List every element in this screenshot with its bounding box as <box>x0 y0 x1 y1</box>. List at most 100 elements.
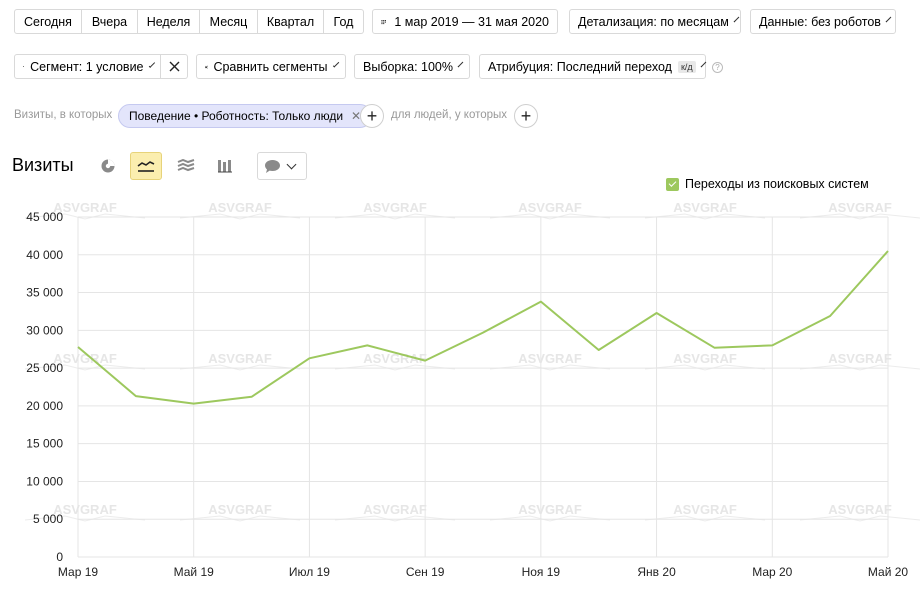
chevron-down-icon <box>700 61 706 68</box>
watermark-swoosh <box>24 515 146 522</box>
compare-segments-label: Сравнить сегменты <box>213 59 328 74</box>
x-tick-label: Мар 19 <box>58 565 98 579</box>
watermark-text: ASVGRAF <box>518 351 582 366</box>
y-tick-label: 5 000 <box>33 512 63 526</box>
compare-segments-dropdown[interactable]: Сравнить сегменты <box>196 54 346 79</box>
watermark-swoosh <box>334 515 456 522</box>
y-tick-label: 0 <box>56 550 63 564</box>
people-condition-label: для людей, у которых <box>391 109 508 121</box>
watermark-swoosh <box>179 364 301 371</box>
watermark-layer: ASVGRAF ASVGRAF ASVGRAF ASVGRAF ASVGRAF ASVGR… <box>24 200 920 522</box>
date-range-label: 1 мар 2019 — 31 мая 2020 <box>394 14 549 29</box>
visits-condition-label: Визиты, в которых <box>14 109 113 121</box>
period-today-button[interactable]: Сегодня <box>14 9 82 34</box>
x-tick-label: Июл 19 <box>289 565 330 579</box>
y-tick-label: 20 000 <box>26 399 63 413</box>
watermark-text: ASVGRAF <box>53 351 117 366</box>
watermark-text: ASVGRAF <box>363 351 427 366</box>
legend-checkbox[interactable] <box>666 177 679 191</box>
period-month-button[interactable]: Месяц <box>200 9 258 34</box>
comment-icon <box>265 159 280 173</box>
watermark-swoosh <box>334 364 456 371</box>
detail-dropdown[interactable]: Детализация: по месяцам <box>569 9 741 34</box>
watermark-text: ASVGRAF <box>828 351 892 366</box>
watermark-text: ASVGRAF <box>208 502 272 517</box>
data-label: Данные: без роботов <box>759 14 881 29</box>
y-tick-label: 10 000 <box>26 474 63 488</box>
watermark-swoosh <box>334 213 456 220</box>
watermark-swoosh <box>489 364 611 371</box>
x-axis: Мар 19 Май 19 Июл 19 Сен 19 Ноя 19 Янв 20 Мар … <box>58 565 909 579</box>
date-range-button[interactable]: 1 мар 2019 — 31 мая 2020 <box>372 9 558 34</box>
watermark-swoosh <box>799 213 920 220</box>
y-tick-label: 15 000 <box>26 437 63 451</box>
watermark-text: ASVGRAF <box>208 351 272 366</box>
segment-dropdown[interactable]: Сегмент: 1 условие <box>14 54 161 79</box>
y-tick-label: 30 000 <box>26 323 63 337</box>
sample-dropdown[interactable]: Выборка: 100% <box>354 54 470 79</box>
chip-label: Поведение • Роботность: Только люди <box>129 109 344 123</box>
watermark-text: ASVGRAF <box>673 200 737 215</box>
watermark-swoosh <box>799 515 920 522</box>
line-view-button[interactable] <box>130 152 162 180</box>
x-tick-label: Май 20 <box>868 565 909 579</box>
x-tick-label: Мар 20 <box>752 565 792 579</box>
period-year-button[interactable]: Год <box>324 9 364 34</box>
close-icon <box>169 61 179 72</box>
watermark-text: ASVGRAF <box>363 200 427 215</box>
bar-view-button[interactable] <box>209 152 241 180</box>
robotness-filter-chip[interactable]: Поведение • Роботность: Только люди ✕ <box>118 104 373 128</box>
chevron-down-icon <box>332 61 340 68</box>
y-tick-label: 40 000 <box>26 248 63 262</box>
x-tick-label: Ноя 19 <box>522 565 561 579</box>
stacked-area-icon <box>177 159 195 172</box>
segment-clear-button[interactable] <box>161 54 188 79</box>
line-chart-icon <box>137 161 155 172</box>
data-dropdown[interactable]: Данные: без роботов <box>750 9 896 34</box>
area-view-button[interactable] <box>170 152 202 180</box>
y-axis: 0 5 000 10 000 15 000 20 000 25 000 30 000 35 0… <box>26 210 63 564</box>
add-people-condition-button[interactable]: + <box>514 104 538 128</box>
x-tick-label: Май 19 <box>174 565 215 579</box>
watermark-swoosh <box>644 364 766 371</box>
chart-grid <box>77 216 889 558</box>
sample-label: Выборка: 100% <box>363 59 453 74</box>
watermark-swoosh <box>24 364 146 371</box>
legend-label: Переходы из поисковых систем <box>685 177 869 191</box>
pie-view-button[interactable] <box>92 152 124 180</box>
watermark-swoosh <box>179 515 301 522</box>
watermark-text: ASVGRAF <box>53 200 117 215</box>
watermark-text: ASVGRAF <box>208 200 272 215</box>
watermark-text: ASVGRAF <box>518 200 582 215</box>
watermark-text: ASVGRAF <box>828 502 892 517</box>
annotations-dropdown[interactable] <box>257 152 307 180</box>
stacked-bar-icon <box>218 160 232 173</box>
chart-legend[interactable]: Переходы из поисковых систем <box>666 177 869 191</box>
watermark-swoosh <box>644 213 766 220</box>
watermark-text: ASVGRAF <box>673 502 737 517</box>
close-icon[interactable]: ✕ <box>351 109 362 123</box>
series-line <box>77 250 889 405</box>
period-quarter-button[interactable]: Квартал <box>258 9 324 34</box>
period-yesterday-button[interactable]: Вчера <box>82 9 138 34</box>
attribution-label: Атрибуция: Последний переход <box>488 59 672 74</box>
add-visit-condition-button[interactable]: + <box>360 104 384 128</box>
watermark-text: ASVGRAF <box>673 351 737 366</box>
x-tick-label: Сен 19 <box>406 565 445 579</box>
watermark-text: ASVGRAF <box>518 502 582 517</box>
detail-label: Детализация: по месяцам <box>578 14 729 29</box>
x-tick-label: Янв 20 <box>637 565 676 579</box>
watermark-text: ASVGRAF <box>828 200 892 215</box>
segment-label: Сегмент: 1 условие <box>30 59 144 74</box>
chevron-down-icon <box>457 61 464 68</box>
watermark-swoosh <box>179 213 301 220</box>
pie-chart-icon <box>101 159 115 173</box>
chart-series <box>77 250 889 405</box>
watermark-swoosh <box>799 364 920 371</box>
attribution-dropdown[interactable]: Атрибуция: Последний переход к/д <box>479 54 706 79</box>
help-icon[interactable]: ? <box>712 62 723 73</box>
watermark-swoosh <box>489 213 611 220</box>
watermark-text: ASVGRAF <box>363 502 427 517</box>
watermark-swoosh <box>24 213 146 220</box>
period-week-button[interactable]: Неделя <box>138 9 200 34</box>
